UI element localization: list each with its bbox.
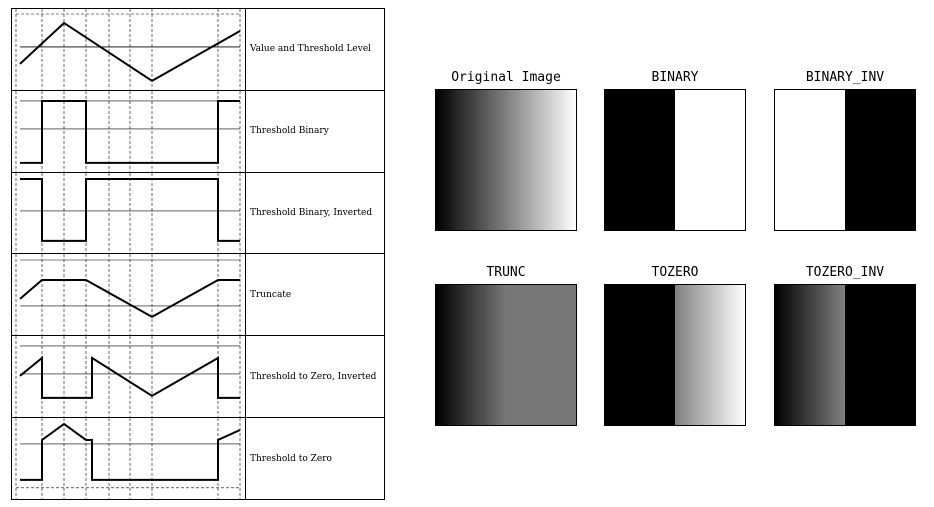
plot-value-threshold [12,9,246,90]
row-label-value-threshold: Value and Threshold Level [250,44,372,55]
plot-value-threshold-svg [15,9,241,90]
row-threshold-binary: Threshold Binary [12,89,384,172]
thumb-img-tozero [604,284,746,426]
thumb-binary-inv: BINARY_INV [774,67,916,231]
plot-threshold-to-zero-svg [15,418,241,499]
row-threshold-to-zero: Threshold to Zero [12,417,384,499]
plot-truncate [12,254,246,336]
thumb-tozero-inv: TOZERO_INV [774,262,916,426]
thumb-title-tozero-inv: TOZERO_INV [805,265,885,280]
plot-threshold-binary-inverted-svg [15,172,241,254]
row-threshold-to-zero-inverted: Threshold to Zero, Inverted [12,335,384,418]
plot-threshold-to-zero-inverted [12,336,246,418]
row-value-threshold: Value and Threshold Level [12,9,384,90]
threshold-results-panel: Original Image BINARY BINARY_INV TRUNC T… [410,55,930,445]
thumb-title-tozero: TOZERO [651,265,699,280]
plot-threshold-binary-inverted [12,172,246,254]
plot-threshold-binary [12,90,246,172]
thumb-img-original-image [435,89,577,231]
row-truncate: Truncate [12,253,384,336]
thumb-img-trunc [435,284,577,426]
thumb-title-original-image: Original Image [451,70,561,85]
plot-threshold-binary-svg [15,90,241,172]
thumb-title-binary: BINARY [651,70,699,85]
threshold-types-diagram: Value and Threshold Level Threshold Bina… [11,8,385,500]
row-threshold-binary-inverted: Threshold Binary, Inverted [12,171,384,254]
thumb-title-binary-inv: BINARY_INV [805,70,885,85]
thumb-trunc: TRUNC [435,262,577,426]
plot-threshold-to-zero [12,418,246,499]
thumb-binary: BINARY [604,67,746,231]
thumb-tozero: TOZERO [604,262,746,426]
thumb-img-binary [604,89,746,231]
plot-truncate-svg [15,254,241,336]
thumb-img-binary-inv [774,89,916,231]
thumb-title-trunc: TRUNC [486,265,526,280]
thumb-img-tozero-inv [774,284,916,426]
row-label-threshold-to-zero-inverted: Threshold to Zero, Inverted [250,371,377,382]
row-label-truncate: Truncate [250,289,292,300]
row-label-threshold-to-zero: Threshold to Zero [250,453,332,464]
row-label-threshold-binary-inverted: Threshold Binary, Inverted [250,208,373,219]
plot-threshold-to-zero-inverted-svg [15,336,241,418]
thumb-original-image: Original Image [435,67,577,231]
row-label-threshold-binary: Threshold Binary [250,126,329,137]
